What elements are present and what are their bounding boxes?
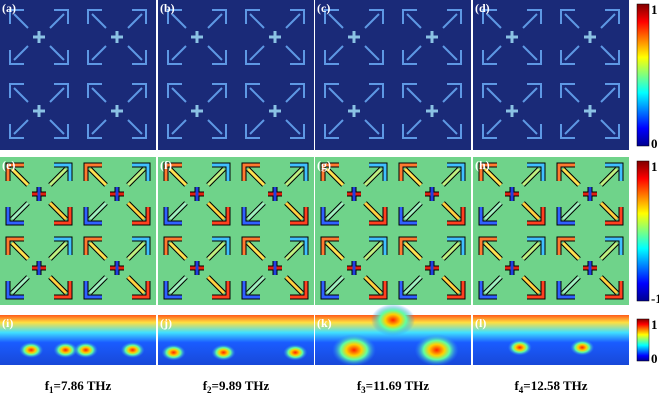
- field-hotspot: [211, 344, 236, 361]
- colorbar-min: -1: [651, 291, 659, 306]
- panel-label: (d): [475, 1, 490, 15]
- field-hotspot: [73, 342, 98, 358]
- panel: (b): [158, 0, 314, 150]
- panel: (k): [315, 304, 471, 366]
- panel-label: (e): [2, 158, 15, 172]
- frequency-label: f4=12.58 THz: [514, 378, 587, 395]
- panel-label: (l): [475, 316, 486, 330]
- field-hotspot: [120, 342, 145, 358]
- panel-label: (g): [317, 158, 331, 172]
- frequency-value: =12.58 THz: [523, 378, 587, 393]
- frequency-symbol: f: [514, 378, 519, 393]
- frequency-subscript: 4: [519, 385, 524, 395]
- panel: (h): [473, 157, 629, 305]
- frequency-subscript: 3: [361, 385, 366, 395]
- panel-label: (i): [2, 316, 13, 330]
- panel-label: (f): [160, 158, 172, 172]
- field-hotspot: [332, 334, 376, 366]
- colorbar: [636, 318, 650, 362]
- field-hotspot: [414, 334, 459, 366]
- frequency-symbol: f: [357, 378, 362, 393]
- panel-label: (c): [317, 1, 330, 15]
- panel-label: (j): [160, 316, 172, 330]
- panel-label: (a): [2, 1, 16, 15]
- field-hotspot: [371, 304, 415, 336]
- field-hotspot: [19, 342, 44, 358]
- frequency-symbol: f: [45, 378, 50, 393]
- panel-label: (k): [317, 316, 332, 330]
- field-hotspot: [53, 342, 78, 358]
- panel-label: (b): [160, 1, 175, 15]
- panel: (j): [158, 315, 314, 365]
- colorbar: [636, 160, 650, 302]
- field-hotspot: [283, 344, 308, 361]
- frequency-value: =11.69 THz: [366, 378, 430, 393]
- frequency-label: f3=11.69 THz: [357, 378, 430, 395]
- frequency-symbol: f: [203, 378, 208, 393]
- panel-background: [473, 315, 629, 365]
- frequency-subscript: 2: [207, 385, 212, 395]
- panel-label: (h): [475, 158, 490, 172]
- panel: (f): [158, 157, 314, 305]
- frequency-value: =9.89 THz: [212, 378, 270, 393]
- panel: (c): [315, 0, 471, 150]
- panel: (l): [473, 315, 629, 365]
- colorbar-max: 1: [651, 317, 658, 332]
- colorbar: [636, 3, 650, 147]
- panel: (g): [315, 157, 471, 305]
- field-hotspot: [161, 344, 186, 361]
- frequency-label: f2=9.89 THz: [203, 378, 270, 395]
- frequency-label: f1=7.86 THz: [45, 378, 112, 395]
- colorbar-min: 0: [651, 351, 658, 366]
- panel: (a): [0, 0, 156, 150]
- frequency-subscript: 1: [49, 385, 54, 395]
- panel: (i): [0, 315, 156, 365]
- field-hotspot: [507, 339, 532, 356]
- panel: (d): [473, 0, 629, 150]
- colorbar-max: 1: [651, 159, 658, 174]
- frequency-value: =7.86 THz: [54, 378, 112, 393]
- colorbar-min: 0: [651, 136, 658, 151]
- colorbar-max: 1: [651, 2, 658, 17]
- field-hotspot: [570, 339, 595, 356]
- panel: (e): [0, 157, 156, 305]
